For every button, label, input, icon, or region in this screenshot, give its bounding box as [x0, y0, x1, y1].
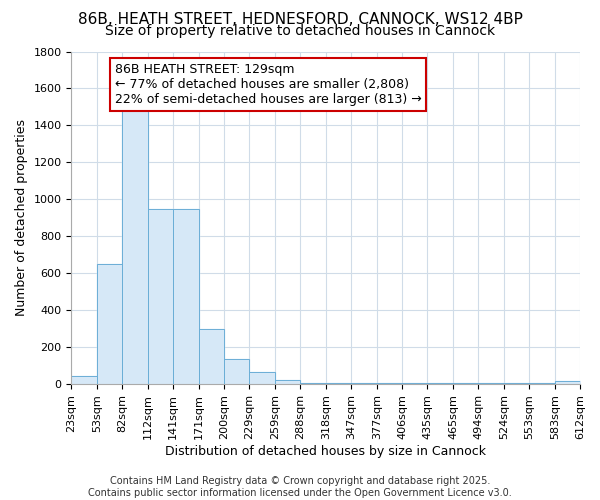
Y-axis label: Number of detached properties: Number of detached properties: [15, 120, 28, 316]
Text: 86B HEATH STREET: 129sqm
← 77% of detached houses are smaller (2,808)
22% of sem: 86B HEATH STREET: 129sqm ← 77% of detach…: [115, 63, 421, 106]
Text: Size of property relative to detached houses in Cannock: Size of property relative to detached ho…: [105, 24, 495, 38]
Text: Contains HM Land Registry data © Crown copyright and database right 2025.
Contai: Contains HM Land Registry data © Crown c…: [88, 476, 512, 498]
X-axis label: Distribution of detached houses by size in Cannock: Distribution of detached houses by size …: [165, 444, 486, 458]
Text: 86B, HEATH STREET, HEDNESFORD, CANNOCK, WS12 4BP: 86B, HEATH STREET, HEDNESFORD, CANNOCK, …: [77, 12, 523, 28]
